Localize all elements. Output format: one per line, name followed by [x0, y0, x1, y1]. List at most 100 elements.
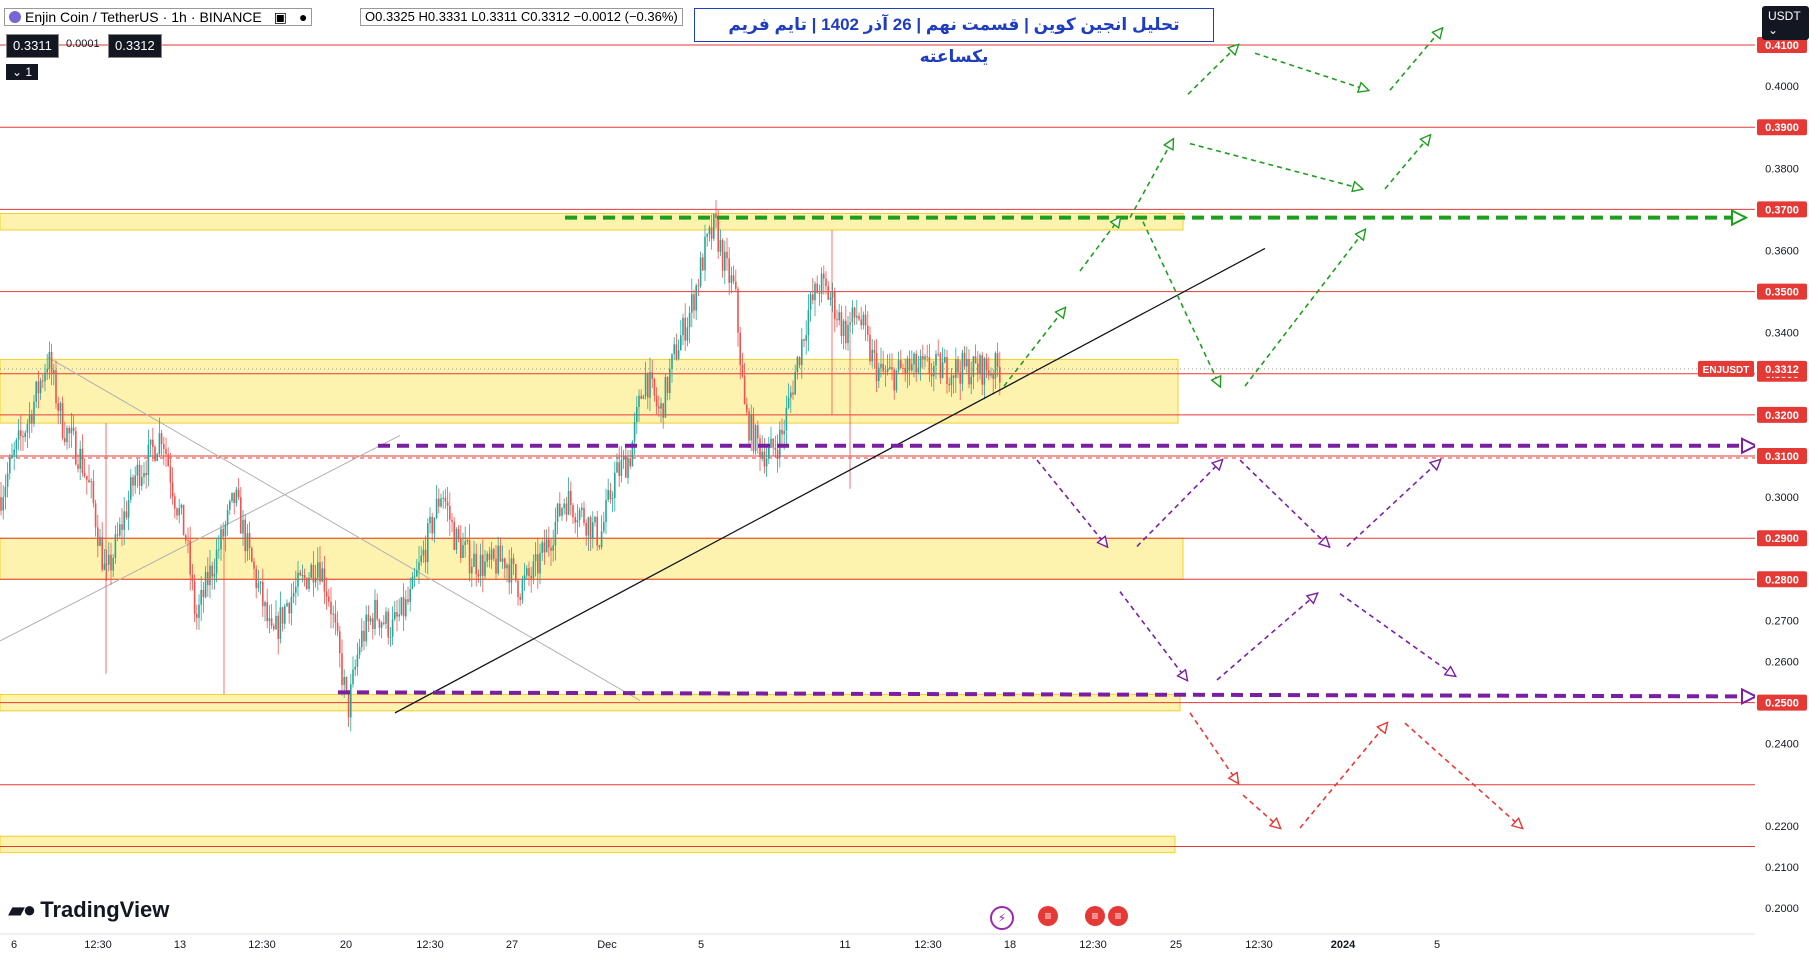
- candle: [321, 568, 323, 582]
- candle: [924, 356, 926, 360]
- tv-logo-icon: ▰●: [8, 897, 36, 922]
- us-flag-icon[interactable]: ≡: [1085, 906, 1105, 926]
- candle: [944, 357, 946, 363]
- price-tick-label: 0.4000: [1765, 81, 1799, 93]
- candle: [33, 401, 35, 424]
- ask-price[interactable]: 0.3312: [108, 34, 162, 58]
- candle: [11, 455, 13, 458]
- time-tick-label: 6: [11, 939, 17, 951]
- candle: [204, 571, 207, 598]
- candle: [15, 439, 18, 450]
- tradingview-logo[interactable]: ▰● TradingView: [8, 897, 170, 922]
- price-tag-label: 0.3200: [1765, 410, 1799, 422]
- candle: [477, 574, 480, 577]
- candle: [462, 545, 464, 558]
- chevron-down-icon: ⌄: [12, 65, 23, 79]
- candle: [721, 240, 724, 271]
- price-tick-label: 0.3000: [1765, 492, 1799, 504]
- candle: [455, 528, 458, 550]
- candle: [253, 561, 255, 569]
- candle: [552, 545, 554, 551]
- candle: [768, 447, 770, 459]
- candle: [526, 568, 528, 576]
- symbol-legend[interactable]: Enjin Coin / TetherUS · 1h · BINANCE ▣ ●: [4, 8, 313, 26]
- candle: [605, 499, 607, 523]
- candle: [231, 492, 233, 502]
- symbol-name[interactable]: Enjin Coin / TetherUS: [25, 9, 159, 25]
- candle: [207, 571, 209, 586]
- candle: [891, 367, 893, 370]
- candle: [365, 614, 367, 642]
- last-price-tag: [1757, 360, 1807, 377]
- candle: [878, 367, 880, 382]
- candle: [138, 464, 141, 486]
- candle: [422, 549, 425, 556]
- candle: [209, 565, 211, 586]
- candle: [156, 454, 158, 461]
- candle: [930, 373, 933, 377]
- candle: [831, 291, 834, 298]
- candle: [6, 473, 9, 487]
- candle: [631, 441, 634, 467]
- candle: [323, 568, 326, 592]
- candle: [372, 618, 374, 629]
- lightning-icon[interactable]: ⚡: [990, 906, 1014, 930]
- candle: [517, 580, 519, 598]
- bid-price[interactable]: 0.3311: [6, 34, 59, 58]
- time-tick-label: 12:30: [1245, 939, 1273, 951]
- candle: [499, 545, 502, 562]
- candle: [933, 365, 935, 377]
- candle: [220, 528, 222, 550]
- candle: [28, 414, 31, 424]
- candle: [521, 579, 524, 600]
- visibility-dot-icon[interactable]: ●: [298, 9, 308, 25]
- price-tag: [1757, 201, 1807, 218]
- candle: [193, 580, 196, 614]
- candle: [319, 562, 321, 582]
- candle: [515, 564, 517, 581]
- candle: [13, 449, 15, 456]
- us-flag-icon[interactable]: ≡: [1038, 906, 1058, 926]
- candle: [730, 275, 733, 283]
- candle: [996, 353, 999, 367]
- candle: [816, 283, 818, 293]
- candle: [165, 448, 167, 455]
- currency-selector[interactable]: USDT ⌄: [1762, 6, 1809, 40]
- interval-label[interactable]: 1h: [171, 9, 187, 25]
- candle: [842, 320, 845, 336]
- candle: [174, 496, 176, 509]
- candle: [763, 451, 766, 467]
- guide-line: [0, 435, 401, 642]
- candle: [691, 294, 693, 313]
- price-axis: [1755, 0, 1809, 954]
- candle: [559, 503, 561, 516]
- candle: [748, 411, 750, 441]
- candle: [600, 531, 603, 548]
- candle: [570, 490, 572, 505]
- scenario-arrow-red: [1242, 794, 1280, 828]
- scenario-arrow-green: [1389, 29, 1442, 91]
- candle: [178, 507, 180, 516]
- candle: [563, 503, 565, 509]
- candle: [383, 622, 385, 624]
- candle: [83, 472, 86, 476]
- us-flag-icon[interactable]: ≡: [1108, 906, 1128, 926]
- candle: [286, 603, 288, 607]
- candle: [913, 353, 915, 365]
- support-resistance-zone: [0, 835, 1176, 854]
- candle: [611, 497, 614, 500]
- candle: [974, 356, 977, 364]
- price-tag: [1757, 406, 1807, 423]
- candle: [618, 462, 620, 476]
- candle: [677, 350, 680, 360]
- candle: [743, 376, 746, 405]
- candle: [281, 607, 284, 624]
- eye-icon[interactable]: ▣: [273, 9, 287, 25]
- candle: [704, 236, 706, 271]
- indicator-layers-toggle[interactable]: ⌄ 1: [6, 64, 39, 80]
- candle: [79, 448, 81, 469]
- candle: [790, 392, 792, 398]
- scenario-arrow-green: [1079, 218, 1120, 272]
- candle: [176, 508, 178, 516]
